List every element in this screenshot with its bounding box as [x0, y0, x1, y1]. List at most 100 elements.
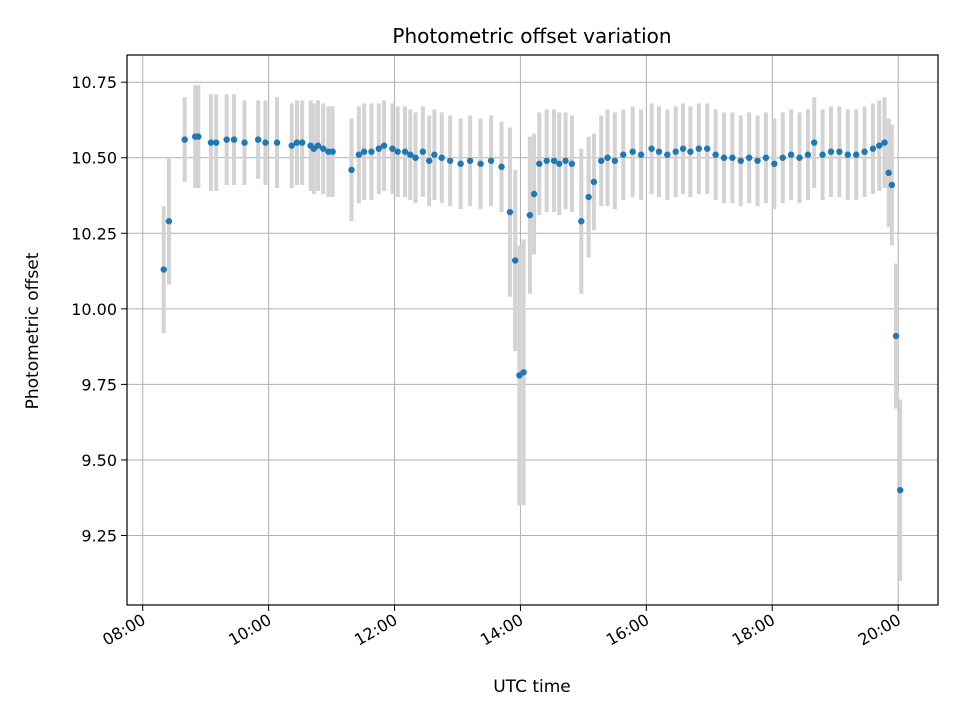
data-point: [771, 160, 778, 167]
data-point: [861, 148, 868, 155]
data-point: [438, 154, 445, 161]
data-point: [881, 139, 888, 146]
y-axis-ticks: 9.25 9.50 9.75 10.00 10.25 10.50 10.75: [71, 73, 127, 545]
data-point: [737, 157, 744, 164]
data-point: [585, 193, 592, 201]
data-point: [401, 148, 409, 155]
data-point: [319, 145, 327, 152]
data-point: [506, 208, 514, 216]
data-point: [288, 142, 295, 149]
data-point: [412, 154, 419, 161]
data-point: [230, 136, 238, 143]
data-point: [655, 148, 663, 155]
data-point: [254, 136, 262, 143]
data-point: [368, 148, 375, 155]
y-tick-label: 10.00: [71, 300, 117, 319]
data-point: [787, 151, 795, 158]
data-point: [380, 142, 388, 149]
data-point: [160, 266, 167, 273]
x-axis-ticks: 08:00 10:00 12:00 14:00 16:00 18:00 20:00: [99, 605, 904, 650]
data-point: [241, 139, 248, 146]
data-point: [844, 151, 851, 158]
data-point: [885, 169, 892, 177]
y-tick-label: 10.25: [71, 224, 117, 243]
data-point: [648, 145, 655, 152]
data-point: [314, 142, 322, 149]
data-point: [446, 157, 454, 164]
data-point: [637, 151, 645, 158]
chart-title: Photometric offset variation: [392, 24, 671, 48]
data-point: [207, 139, 215, 146]
x-tick-label: 10:00: [225, 610, 274, 650]
data-point: [394, 148, 401, 155]
data-point: [590, 178, 598, 186]
data-point: [526, 211, 534, 219]
data-point: [530, 190, 538, 198]
data-point: [407, 151, 414, 158]
data-point: [779, 154, 786, 161]
data-point: [604, 154, 611, 161]
data-point: [262, 139, 269, 146]
data-point: [810, 139, 818, 146]
data-point: [796, 154, 803, 161]
data-point: [348, 166, 355, 174]
data-point: [293, 139, 301, 146]
y-tick-label: 9.50: [81, 451, 117, 470]
data-point: [876, 142, 883, 149]
data-point: [836, 148, 843, 155]
data-point: [389, 145, 396, 152]
data-point: [329, 148, 336, 155]
data-point: [611, 157, 619, 164]
data-point: [703, 145, 711, 152]
data-point: [511, 257, 519, 264]
data-point: [355, 151, 363, 158]
data-point: [360, 148, 368, 155]
error-bars: [161, 85, 903, 581]
data-point: [562, 157, 569, 164]
data-point: [754, 157, 761, 164]
data-point: [568, 160, 576, 167]
y-axis-title: Photometric offset: [23, 252, 43, 409]
data-point: [869, 145, 877, 152]
y-tick-label: 9.75: [81, 375, 117, 394]
data-point: [672, 148, 679, 155]
data-point: [195, 133, 202, 140]
data-point: [819, 151, 826, 158]
data-point: [629, 148, 636, 155]
data-point: [679, 145, 687, 152]
y-tick-label: 9.25: [81, 526, 117, 545]
data-point: [695, 145, 702, 152]
data-point: [598, 157, 605, 164]
data-point: [897, 486, 904, 494]
data-point: [520, 369, 527, 376]
data-point: [487, 157, 495, 164]
data-point: [827, 148, 835, 155]
data-point: [712, 151, 719, 158]
x-tick-label: 18:00: [729, 610, 778, 650]
data-point: [729, 154, 736, 161]
data-point: [720, 154, 728, 161]
data-point: [620, 151, 627, 158]
data-points: [160, 133, 904, 494]
y-tick-label: 10.50: [71, 149, 117, 168]
data-point: [543, 157, 550, 164]
data-point: [804, 151, 812, 158]
plot-frame: [126, 54, 939, 606]
data-point: [852, 151, 860, 158]
data-point: [299, 139, 306, 146]
x-axis-title: UTC time: [493, 677, 571, 697]
data-point: [687, 148, 694, 155]
data-point: [477, 160, 484, 167]
data-point: [273, 139, 281, 146]
data-point: [664, 151, 671, 158]
data-point: [498, 163, 505, 171]
data-point: [431, 151, 438, 158]
data-point: [165, 218, 173, 225]
data-point: [466, 157, 474, 164]
data-point: [419, 148, 427, 155]
data-point: [212, 139, 220, 146]
data-point: [556, 160, 563, 167]
data-point: [762, 154, 770, 161]
data-point: [425, 157, 433, 164]
